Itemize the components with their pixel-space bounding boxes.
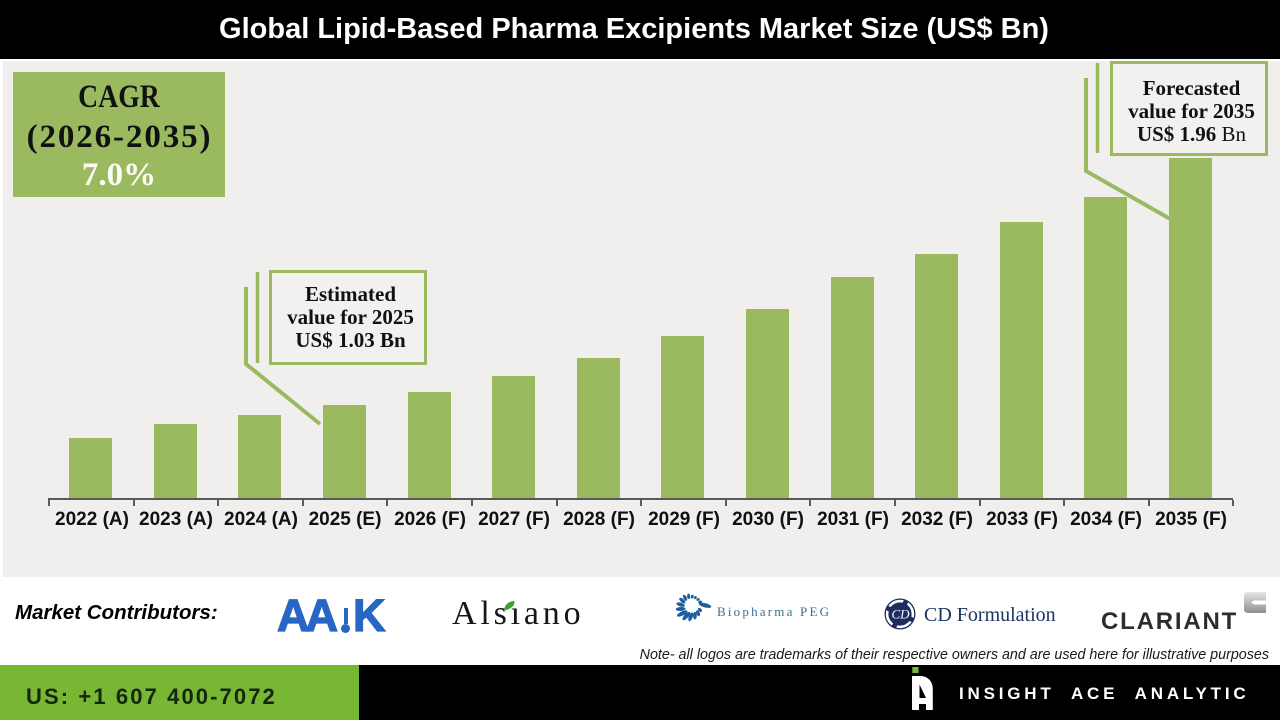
- svg-text:CD: CD: [891, 607, 910, 622]
